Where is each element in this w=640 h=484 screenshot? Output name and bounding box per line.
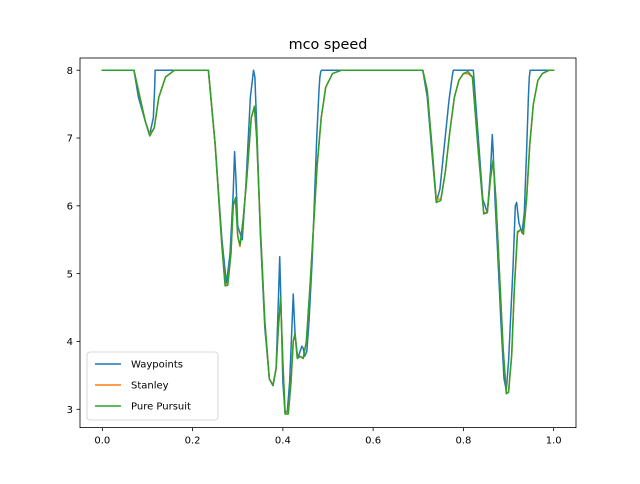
y-tick-label: 5 (67, 269, 73, 280)
legend: Waypoints Stanley Pure Pursuit (86, 351, 219, 421)
series-line-2 (101, 69, 555, 415)
legend-label-1: Stanley (131, 381, 169, 392)
legend-label-0: Waypoints (131, 360, 183, 371)
series-lines (101, 69, 555, 415)
chart-title: mco speed (289, 37, 368, 53)
x-axis: 0.0 0.2 0.4 0.6 0.8 1.0 (94, 427, 562, 447)
y-tick-label: 6 (67, 201, 73, 212)
x-tick-label: 0.2 (185, 436, 201, 447)
x-tick-label: 1.0 (546, 436, 562, 447)
plot-frame (79, 57, 577, 429)
y-axis: 3 4 5 6 7 8 (67, 66, 80, 416)
legend-label-2: Pure Pursuit (131, 402, 191, 413)
y-tick-label: 4 (67, 337, 73, 348)
x-tick-label: 0.6 (365, 436, 381, 447)
y-tick-label: 7 (67, 134, 73, 145)
x-tick-label: 0.4 (275, 436, 291, 447)
y-tick-label: 3 (67, 405, 73, 416)
legend-box (86, 351, 219, 421)
y-tick-label: 8 (67, 66, 73, 77)
x-tick-label: 0.0 (94, 436, 110, 447)
series-line-0 (101, 69, 555, 415)
x-tick-label: 0.8 (455, 436, 471, 447)
